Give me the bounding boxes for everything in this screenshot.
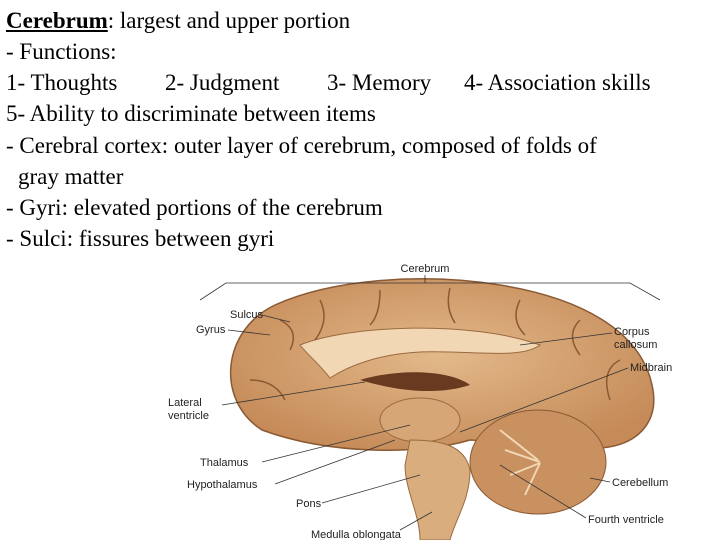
cortex-line: gray matter xyxy=(18,164,124,189)
leader xyxy=(261,314,291,323)
leader xyxy=(459,367,629,433)
leader xyxy=(274,439,396,485)
heading: Cerebrum: largest and upper portion xyxy=(6,8,350,34)
leader xyxy=(399,511,433,531)
label: Pons xyxy=(296,498,322,510)
leader xyxy=(499,464,587,519)
thalamus-shape xyxy=(379,397,461,443)
label: Midbrain xyxy=(630,362,672,374)
sulci-lines xyxy=(249,287,621,401)
label: Gyrus xyxy=(196,324,226,336)
function-item: 2- Judgment xyxy=(165,70,280,95)
label: Cerebrum xyxy=(401,263,450,275)
label: Lateral xyxy=(168,397,202,409)
leader xyxy=(321,474,421,504)
leader xyxy=(227,329,271,336)
function-item: 1- Thoughts xyxy=(6,70,118,95)
label: Corpus xyxy=(614,326,650,338)
ventricle-shape xyxy=(360,372,470,392)
function-item: 4- Association skills xyxy=(464,70,651,95)
function-item: 5- Ability to discriminate between items xyxy=(6,101,376,126)
functions-label: - Functions: xyxy=(6,39,117,64)
bracket xyxy=(199,282,661,301)
arbor-vitae xyxy=(499,429,541,496)
leader xyxy=(589,477,611,483)
term: Cerebrum xyxy=(6,8,108,33)
label: Fourth ventricle xyxy=(588,514,664,526)
heading-rest: : largest and upper portion xyxy=(107,8,351,33)
gyri: - Gyri: elevated portions of the cerebru… xyxy=(6,195,383,220)
label: ventricle xyxy=(168,410,209,422)
label: Medulla oblongata xyxy=(311,529,402,540)
cortex-line: - Cerebral cortex: outer layer of cerebr… xyxy=(6,133,597,158)
label: Hypothalamus xyxy=(187,479,258,491)
label: Thalamus xyxy=(200,457,249,469)
label: Sulcus xyxy=(230,309,264,321)
label: callosum xyxy=(614,339,657,351)
leader xyxy=(261,424,411,463)
brainstem-shape xyxy=(404,439,471,540)
sulci: - Sulci: fissures between gyri xyxy=(6,226,275,251)
leader xyxy=(221,381,366,406)
leader xyxy=(519,332,613,346)
label: Cerebellum xyxy=(612,477,668,489)
function-item: 3- Memory xyxy=(327,70,432,95)
corpus-callosum-shape xyxy=(299,327,542,379)
